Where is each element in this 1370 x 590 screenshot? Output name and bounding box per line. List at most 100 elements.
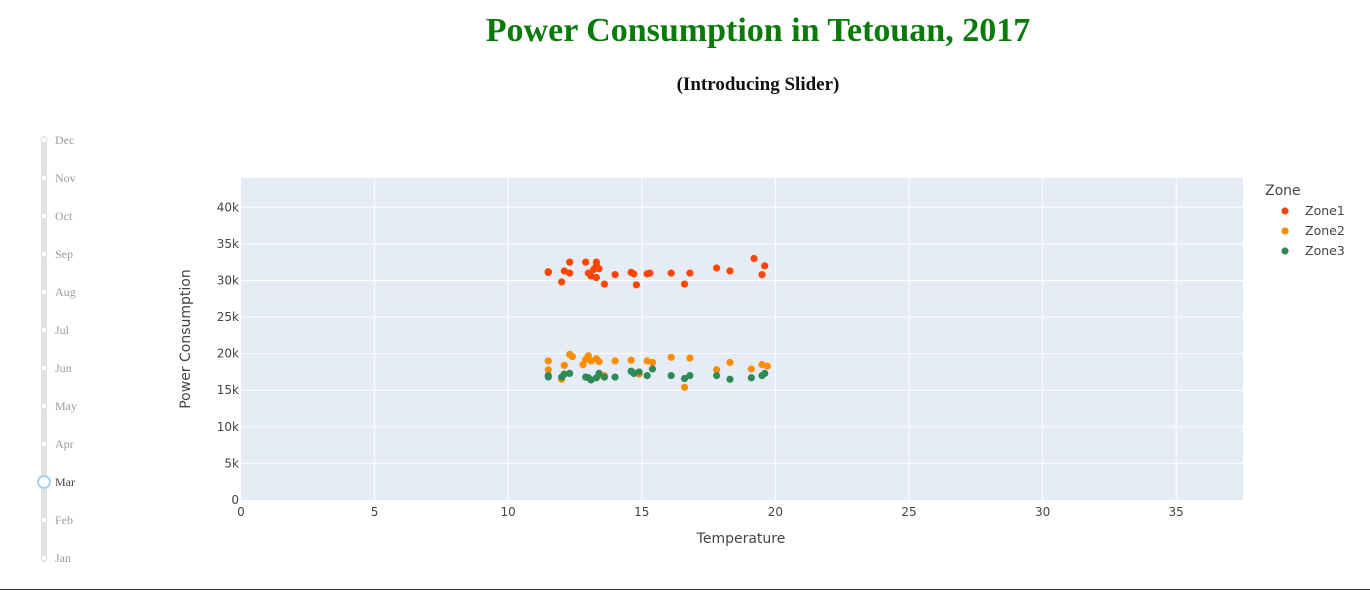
slider-label-aug[interactable]: Aug <box>55 285 76 299</box>
point-zone1[interactable] <box>646 269 654 277</box>
y-tick-labels: 0 5k 10k 15k 20k 25k 30k 35k 40k <box>217 200 239 507</box>
point-zone3[interactable] <box>600 373 608 381</box>
slider-label-mar[interactable]: Mar <box>55 475 75 489</box>
slider-label-dec[interactable]: Dec <box>55 133 74 147</box>
point-zone3[interactable] <box>667 371 675 380</box>
point-zone1[interactable] <box>592 273 600 282</box>
point-zone2[interactable] <box>686 354 694 362</box>
slider-step-dot[interactable] <box>40 554 48 562</box>
x-tick-label: 25 <box>901 505 916 519</box>
x-tick-label: 30 <box>1035 505 1050 519</box>
slider-label-jul[interactable]: Jul <box>55 323 70 337</box>
slider-step-dot[interactable] <box>40 440 48 448</box>
point-zone1[interactable] <box>595 265 603 273</box>
point-zone1[interactable] <box>713 264 721 272</box>
point-zone2[interactable] <box>763 362 771 370</box>
point-zone3[interactable] <box>747 374 755 382</box>
slider-label-oct[interactable]: Oct <box>55 209 73 223</box>
slider-step-dot[interactable] <box>40 250 48 258</box>
legend-marker-zone3[interactable] <box>1281 247 1289 255</box>
slider-step-dot[interactable] <box>40 326 48 334</box>
point-zone1[interactable] <box>611 271 619 279</box>
point-zone2[interactable] <box>560 361 568 369</box>
y-tick-label: 10k <box>217 420 239 434</box>
point-zone2[interactable] <box>627 356 635 364</box>
point-zone2[interactable] <box>544 366 552 374</box>
point-zone1[interactable] <box>686 269 694 277</box>
point-zone2[interactable] <box>595 358 603 366</box>
slider-step-dot[interactable] <box>40 402 48 410</box>
x-tick-label: 0 <box>237 505 245 519</box>
point-zone1[interactable] <box>667 269 675 277</box>
y-tick-label: 5k <box>224 456 239 470</box>
point-zone2[interactable] <box>713 366 721 374</box>
y-tick-label: 20k <box>217 347 239 361</box>
point-zone1[interactable] <box>566 269 574 277</box>
slider-step-dot[interactable] <box>40 288 48 296</box>
slider-label-apr[interactable]: Apr <box>55 437 74 451</box>
point-zone3[interactable] <box>595 369 603 377</box>
grid-lines <box>241 178 1243 500</box>
legend-label-zone2[interactable]: Zone2 <box>1305 223 1345 238</box>
point-zone1[interactable] <box>544 268 552 276</box>
point-zone1[interactable] <box>758 271 766 279</box>
point-zone3[interactable] <box>643 371 651 380</box>
legend-label-zone1[interactable]: Zone1 <box>1305 203 1345 218</box>
slider-label-jun[interactable]: Jun <box>55 361 72 375</box>
slider-handle[interactable] <box>37 475 51 489</box>
point-zone3[interactable] <box>713 371 721 380</box>
point-zone1[interactable] <box>592 258 600 266</box>
point-zone2[interactable] <box>747 365 755 373</box>
point-zone3[interactable] <box>648 365 657 373</box>
point-zone2[interactable] <box>544 357 552 365</box>
point-zone1[interactable] <box>566 258 574 266</box>
slider-rail[interactable] <box>41 136 47 562</box>
slider-step-dot[interactable] <box>40 516 48 524</box>
slider-step-dot[interactable] <box>40 212 48 220</box>
data-points <box>544 254 771 391</box>
x-tick-label: 10 <box>501 505 516 519</box>
point-zone3[interactable] <box>544 371 552 380</box>
point-zone1[interactable] <box>630 270 638 278</box>
point-zone1[interactable] <box>600 280 608 288</box>
y-tick-label: 35k <box>217 237 239 251</box>
point-zone1[interactable] <box>680 280 689 288</box>
point-zone3[interactable] <box>761 369 769 377</box>
point-zone3[interactable] <box>686 371 694 380</box>
slider-label-jan[interactable]: Jan <box>55 551 71 565</box>
legend-marker-zone2[interactable] <box>1281 227 1289 235</box>
y-tick-label: 30k <box>217 273 239 287</box>
point-zone1[interactable] <box>632 281 641 289</box>
point-zone3[interactable] <box>560 370 568 378</box>
slider-step-dot[interactable] <box>40 174 48 182</box>
point-zone1[interactable] <box>750 254 758 263</box>
month-slider[interactable]: Dec Nov Oct Sep Aug Jul Jun May Apr Mar Feb Jan <box>37 133 77 565</box>
slider-label-sep[interactable]: Sep <box>55 247 73 261</box>
point-zone3[interactable] <box>726 375 734 383</box>
point-zone1[interactable] <box>558 278 566 286</box>
point-zone3[interactable] <box>635 368 643 376</box>
point-zone3[interactable] <box>566 369 574 377</box>
slider-label-may[interactable]: May <box>55 399 77 413</box>
y-tick-label: 40k <box>217 200 239 214</box>
legend-label-zone3[interactable]: Zone3 <box>1305 243 1345 258</box>
point-zone1[interactable] <box>761 262 769 270</box>
point-zone1[interactable] <box>582 258 590 266</box>
y-tick-label: 15k <box>217 383 239 397</box>
point-zone2[interactable] <box>611 357 619 365</box>
x-tick-labels: 0 5 10 15 20 25 30 35 <box>237 505 1184 519</box>
slider-label-feb[interactable]: Feb <box>55 513 73 527</box>
point-zone1[interactable] <box>726 267 734 275</box>
point-zone2[interactable] <box>667 353 675 361</box>
point-zone2[interactable] <box>568 352 576 361</box>
slider-step-dot[interactable] <box>40 364 48 372</box>
point-zone2[interactable] <box>680 383 689 391</box>
legend-title: Zone <box>1265 183 1301 199</box>
slider-step-dot[interactable] <box>40 136 48 144</box>
legend-marker-zone1[interactable] <box>1281 207 1289 215</box>
point-zone2[interactable] <box>648 358 657 367</box>
point-zone3[interactable] <box>680 374 689 383</box>
point-zone2[interactable] <box>726 358 734 367</box>
slider-label-nov[interactable]: Nov <box>55 171 76 185</box>
point-zone3[interactable] <box>611 373 619 381</box>
